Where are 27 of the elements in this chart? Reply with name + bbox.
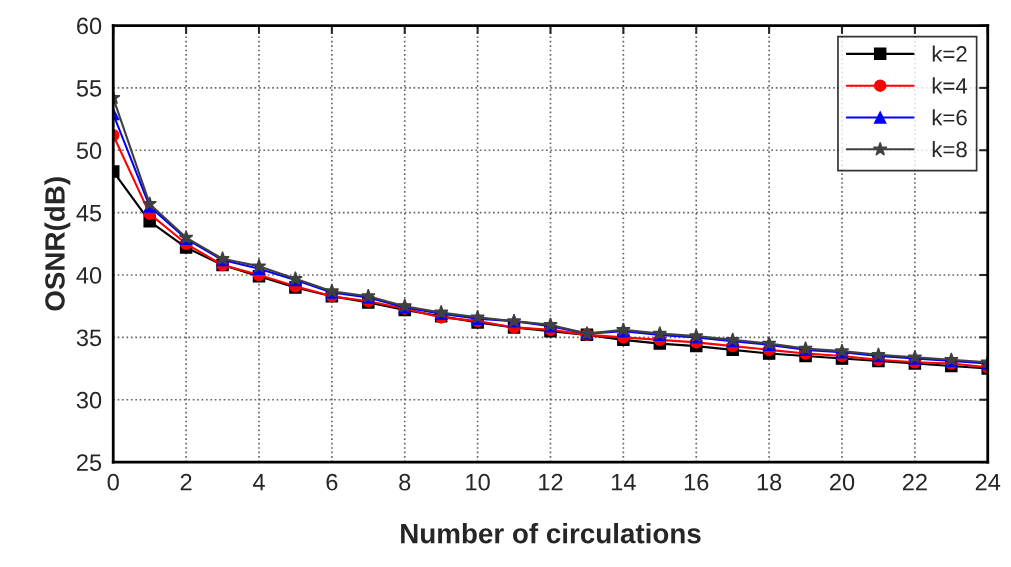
x-tick-label: 18 [757, 473, 782, 491]
x-tick-label: 20 [830, 473, 855, 491]
x-tick-label: 16 [684, 473, 709, 491]
y-tick-label: 40 [76, 267, 102, 284]
y-tick-label: 30 [76, 391, 102, 409]
y-tick-label: 50 [76, 142, 102, 160]
x-tick-label: 22 [902, 473, 927, 491]
y-tick-label: 55 [76, 80, 102, 97]
x-axis-title: Number of circulations [401, 523, 701, 544]
x-tick-label: 24 [975, 473, 1001, 491]
legend-label: k=6 [932, 109, 967, 126]
x-tick-label: 14 [612, 474, 636, 491]
x-tick-label: 6 [326, 473, 338, 491]
x-tick-label: 0 [107, 473, 119, 491]
x-tick-label: 10 [466, 473, 490, 491]
y-tick-label: 60 [77, 17, 102, 35]
y-tick-label: 25 [77, 454, 102, 471]
x-tick-label: 12 [539, 473, 563, 491]
x-tick-label: 2 [180, 473, 192, 491]
y-tick-label: 35 [76, 329, 102, 347]
x-tick-label: 4 [252, 474, 265, 491]
y-axis-title: OSNR(dB) [44, 177, 71, 311]
legend-label: k=4 [932, 77, 968, 94]
legend-label: k=2 [932, 45, 967, 62]
x-tick-label: 8 [399, 473, 411, 491]
y-tick-label: 45 [76, 204, 102, 222]
legend-label: k=8 [932, 140, 967, 158]
